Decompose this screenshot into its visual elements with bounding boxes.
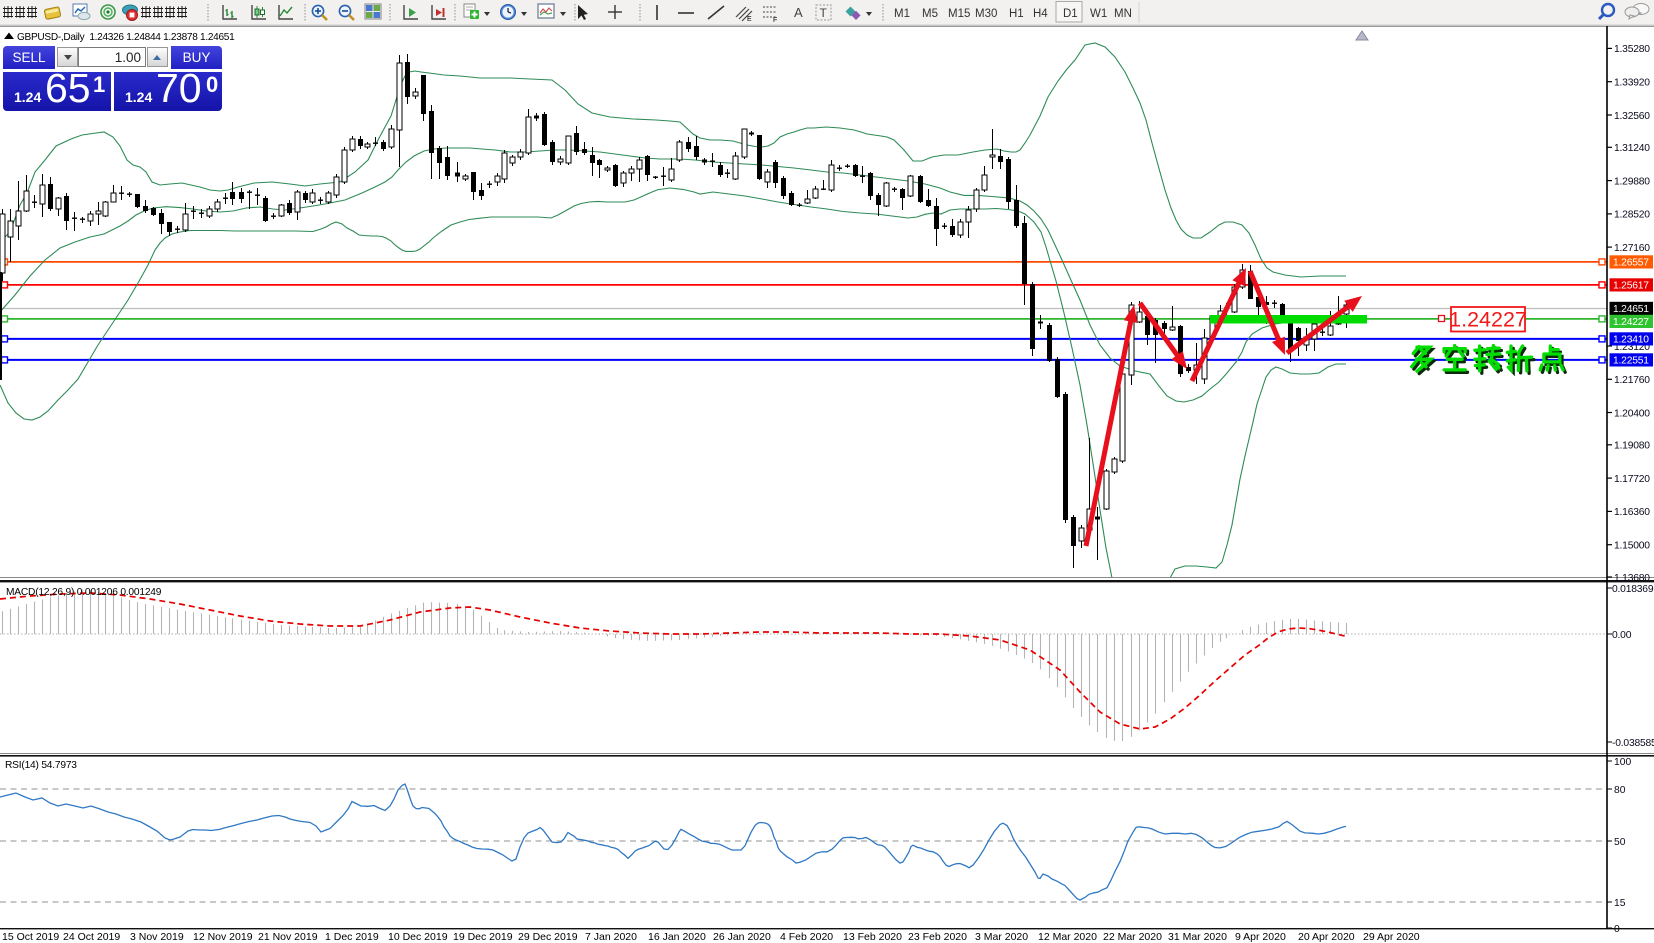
svg-text:1.29880: 1.29880 [1614, 176, 1650, 187]
svg-text:A: A [794, 5, 803, 20]
svg-text:12 Mar 2020: 12 Mar 2020 [1038, 931, 1097, 943]
svg-text:M30: M30 [975, 8, 997, 20]
svg-text:RSI(14) 54.7973: RSI(14) 54.7973 [5, 760, 77, 771]
svg-text:19 Dec 2019: 19 Dec 2019 [453, 931, 513, 943]
svg-text:1.23120: 1.23120 [1614, 342, 1650, 353]
svg-text:12 Nov 2019: 12 Nov 2019 [193, 931, 253, 943]
svg-text:22 Mar 2020: 22 Mar 2020 [1103, 931, 1162, 943]
svg-text:M1: M1 [894, 8, 910, 20]
svg-text:1.19080: 1.19080 [1614, 441, 1650, 452]
svg-text:7 Jan 2020: 7 Jan 2020 [585, 931, 637, 943]
svg-text:1.24227: 1.24227 [1613, 317, 1649, 328]
svg-text:1.35280: 1.35280 [1614, 44, 1650, 55]
svg-text:1.26557: 1.26557 [1613, 258, 1649, 269]
svg-text:80: 80 [1614, 785, 1626, 796]
svg-text:H4: H4 [1033, 8, 1048, 20]
svg-text:MACD(12,26,9) 0.001206 0.00124: MACD(12,26,9) 0.001206 0.001249 [6, 587, 162, 598]
svg-text:24 Oct 2019: 24 Oct 2019 [63, 931, 120, 943]
svg-text:1.24651: 1.24651 [1613, 304, 1649, 315]
svg-text:16 Jan 2020: 16 Jan 2020 [648, 931, 706, 943]
svg-text:23 Feb 2020: 23 Feb 2020 [908, 931, 967, 943]
svg-text:9 Apr 2020: 9 Apr 2020 [1235, 931, 1286, 943]
svg-text:1 Dec 2019: 1 Dec 2019 [325, 931, 379, 943]
svg-text:29 Dec 2019: 29 Dec 2019 [518, 931, 578, 943]
svg-text:1.27160: 1.27160 [1614, 243, 1650, 254]
svg-text:0.00: 0.00 [1612, 630, 1632, 641]
svg-text:1.28520: 1.28520 [1614, 210, 1650, 221]
svg-text:1.17720: 1.17720 [1614, 474, 1650, 485]
svg-text:MN: MN [1114, 8, 1132, 20]
svg-text:21 Nov 2019: 21 Nov 2019 [258, 931, 318, 943]
svg-text:E: E [747, 16, 752, 23]
svg-text:1.21760: 1.21760 [1614, 375, 1650, 386]
svg-text:D1: D1 [1063, 8, 1078, 20]
svg-text:3 Mar 2020: 3 Mar 2020 [975, 931, 1028, 943]
svg-text:1.16360: 1.16360 [1614, 507, 1650, 518]
svg-text:10 Dec 2019: 10 Dec 2019 [388, 931, 448, 943]
svg-text:15: 15 [1614, 898, 1626, 909]
svg-text:F: F [773, 17, 777, 24]
svg-text:1.32560: 1.32560 [1614, 111, 1650, 122]
svg-text:M5: M5 [922, 8, 938, 20]
svg-text:31 Mar 2020: 31 Mar 2020 [1168, 931, 1227, 943]
svg-text:3 Nov 2019: 3 Nov 2019 [130, 931, 184, 943]
svg-text:M15: M15 [948, 8, 970, 20]
svg-text:W1: W1 [1090, 8, 1107, 20]
svg-text:GBPUSD-,Daily 1.24326 1.24844: GBPUSD-,Daily 1.24326 1.24844 1.23878 1.… [17, 32, 235, 43]
svg-text:1.13680: 1.13680 [1614, 573, 1650, 584]
svg-text:1.22551: 1.22551 [1613, 356, 1649, 367]
svg-text:4 Feb 2020: 4 Feb 2020 [780, 931, 833, 943]
svg-text:1.15000: 1.15000 [1614, 541, 1650, 552]
svg-text:1.25617: 1.25617 [1613, 281, 1649, 292]
svg-text:13 Feb 2020: 13 Feb 2020 [843, 931, 902, 943]
svg-text:0: 0 [1614, 924, 1620, 935]
svg-text:20 Apr 2020: 20 Apr 2020 [1298, 931, 1355, 943]
svg-text:100: 100 [1614, 757, 1631, 768]
svg-text:T: T [820, 6, 828, 20]
svg-text:50: 50 [1614, 837, 1626, 848]
svg-text:1.23410: 1.23410 [1613, 335, 1649, 346]
svg-text:0.018369: 0.018369 [1612, 584, 1654, 595]
svg-text:29 Apr 2020: 29 Apr 2020 [1363, 931, 1420, 943]
svg-text:15 Oct 2019: 15 Oct 2019 [2, 931, 59, 943]
svg-text:1.24227: 1.24227 [1449, 308, 1527, 332]
svg-text:1.31240: 1.31240 [1614, 143, 1650, 154]
svg-text:26 Jan 2020: 26 Jan 2020 [713, 931, 771, 943]
svg-text:1.33920: 1.33920 [1614, 78, 1650, 89]
svg-text:1.20400: 1.20400 [1614, 408, 1650, 419]
svg-text:H1: H1 [1009, 8, 1024, 20]
svg-text:-0.038585: -0.038585 [1612, 738, 1654, 749]
